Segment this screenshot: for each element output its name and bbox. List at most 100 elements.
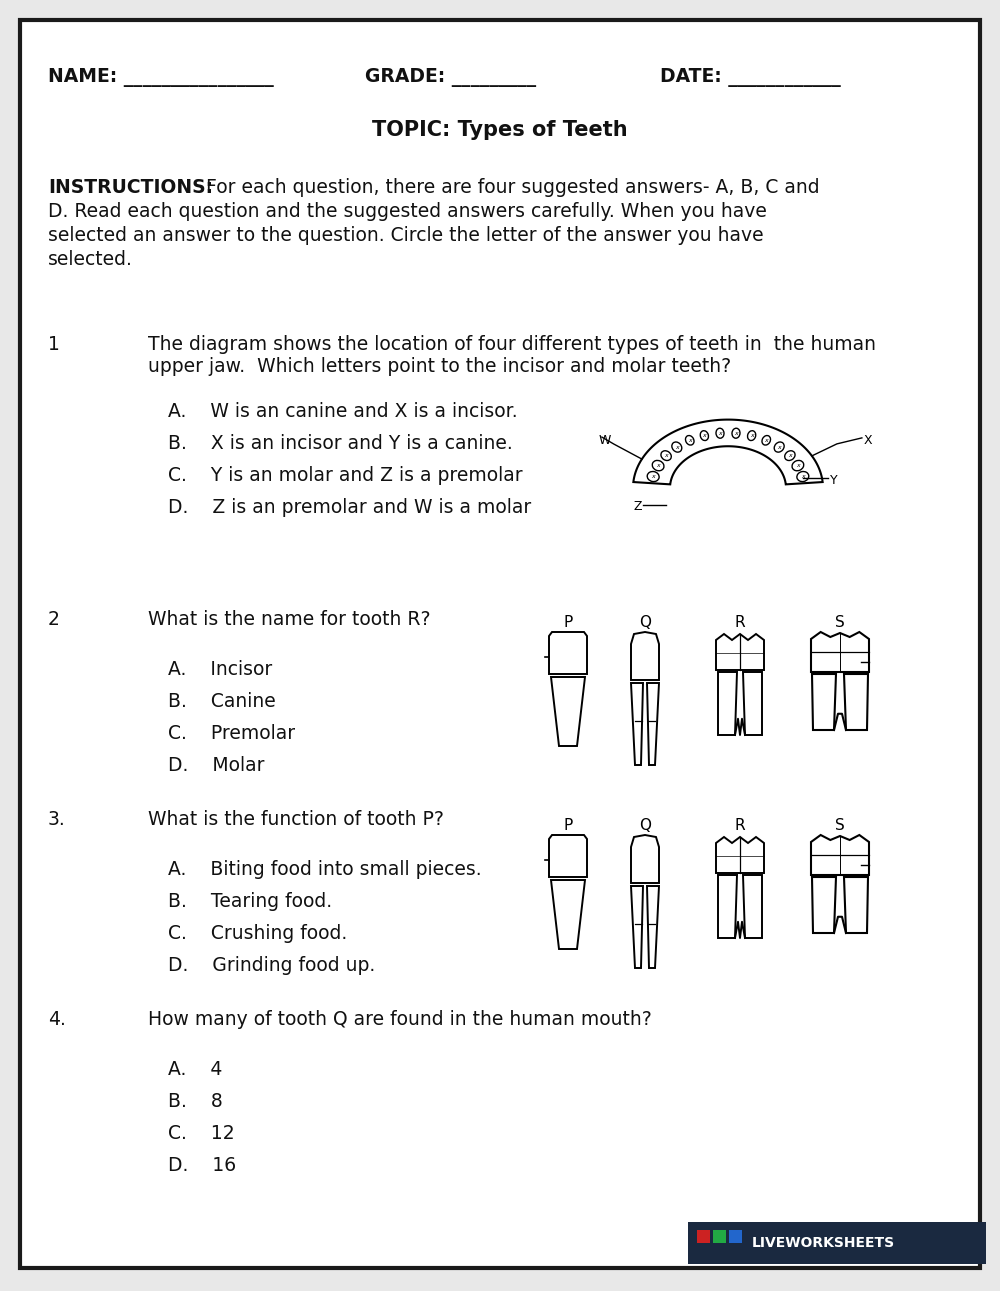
Text: Q: Q (639, 615, 651, 630)
Text: B.    Tearing food.: B. Tearing food. (168, 892, 332, 911)
Polygon shape (551, 676, 585, 746)
Polygon shape (647, 683, 659, 766)
Text: D. Read each question and the suggested answers carefully. When you have: D. Read each question and the suggested … (48, 201, 767, 221)
Text: C.    Crushing food.: C. Crushing food. (168, 924, 347, 942)
Ellipse shape (797, 471, 809, 482)
Text: The diagram shows the location of four different types of teeth in  the human
up: The diagram shows the location of four d… (148, 334, 876, 376)
Text: B.    X is an incisor and Y is a canine.: B. X is an incisor and Y is a canine. (168, 434, 513, 453)
Text: LIVEWORKSHEETS: LIVEWORKSHEETS (752, 1235, 895, 1250)
Text: DATE: ____________: DATE: ____________ (660, 68, 841, 86)
Text: A.    Incisor: A. Incisor (168, 660, 272, 679)
Polygon shape (812, 674, 836, 729)
Text: What is the name for tooth R?: What is the name for tooth R? (148, 611, 430, 629)
Text: P: P (563, 615, 573, 630)
Text: A.    W is an canine and X is a incisor.: A. W is an canine and X is a incisor. (168, 402, 518, 421)
Polygon shape (549, 835, 587, 877)
Text: x: x (675, 444, 679, 449)
Text: W: W (599, 434, 611, 447)
Text: D.    Z is an premolar and W is a molar: D. Z is an premolar and W is a molar (168, 498, 531, 516)
Polygon shape (631, 886, 643, 968)
Text: R: R (735, 615, 745, 630)
Polygon shape (631, 835, 659, 883)
Ellipse shape (732, 429, 740, 438)
Polygon shape (631, 633, 659, 680)
Text: x: x (764, 438, 768, 443)
Ellipse shape (652, 461, 664, 471)
Text: For each question, there are four suggested answers- A, B, C and: For each question, there are four sugges… (200, 178, 820, 198)
Text: x: x (801, 474, 805, 479)
Text: D.    Grinding food up.: D. Grinding food up. (168, 957, 375, 975)
Polygon shape (844, 674, 868, 729)
Text: C.    12: C. 12 (168, 1124, 235, 1143)
Text: S: S (835, 818, 845, 833)
Ellipse shape (785, 451, 795, 461)
Text: x: x (734, 431, 738, 436)
Text: What is the function of tooth P?: What is the function of tooth P? (148, 809, 444, 829)
Ellipse shape (792, 461, 804, 471)
Text: INSTRUCTIONS:: INSTRUCTIONS: (48, 178, 213, 198)
Text: C.    Y is an molar and Z is a premolar: C. Y is an molar and Z is a premolar (168, 466, 523, 485)
Text: S: S (835, 615, 845, 630)
Ellipse shape (647, 471, 659, 482)
Text: x: x (796, 463, 800, 469)
Ellipse shape (700, 431, 708, 440)
Text: B.    Canine: B. Canine (168, 692, 276, 711)
Ellipse shape (774, 442, 784, 452)
Text: 2: 2 (48, 611, 60, 629)
Text: x: x (664, 453, 668, 458)
Text: selected an answer to the question. Circle the letter of the answer you have: selected an answer to the question. Circ… (48, 226, 764, 245)
Polygon shape (716, 837, 764, 873)
Polygon shape (811, 835, 869, 875)
Ellipse shape (661, 451, 671, 461)
Bar (729, 1230, 742, 1243)
Text: D.    Molar: D. Molar (168, 757, 264, 775)
Text: A.    4: A. 4 (168, 1060, 222, 1079)
Text: Q: Q (639, 818, 651, 833)
Text: C.    Premolar: C. Premolar (168, 724, 295, 744)
Ellipse shape (672, 442, 682, 452)
Text: TOPIC: Types of Teeth: TOPIC: Types of Teeth (372, 120, 628, 139)
Ellipse shape (716, 429, 724, 438)
Polygon shape (716, 634, 764, 670)
Polygon shape (811, 633, 869, 673)
Text: X: X (864, 434, 873, 447)
Text: 3.: 3. (48, 809, 66, 829)
Text: x: x (718, 431, 722, 436)
Text: P: P (563, 818, 573, 833)
Text: x: x (651, 474, 655, 479)
Polygon shape (633, 420, 823, 484)
Polygon shape (631, 683, 643, 766)
Polygon shape (551, 880, 585, 949)
Text: x: x (656, 463, 660, 469)
Text: How many of tooth Q are found in the human mouth?: How many of tooth Q are found in the hum… (148, 1010, 652, 1029)
Text: x: x (688, 438, 692, 443)
Polygon shape (718, 673, 737, 735)
Text: Y: Y (830, 474, 837, 487)
Text: Z: Z (633, 501, 642, 514)
Ellipse shape (748, 431, 756, 440)
Ellipse shape (685, 435, 694, 445)
Text: A.    Biting food into small pieces.: A. Biting food into small pieces. (168, 860, 482, 879)
Text: selected.: selected. (48, 250, 133, 269)
Bar (697, 1230, 710, 1243)
Polygon shape (549, 633, 587, 674)
Text: D.    16: D. 16 (168, 1155, 236, 1175)
Text: x: x (788, 453, 792, 458)
Text: R: R (735, 818, 745, 833)
Text: x: x (702, 432, 706, 438)
Polygon shape (718, 875, 737, 939)
Polygon shape (812, 877, 836, 933)
Polygon shape (647, 886, 659, 968)
Polygon shape (743, 673, 762, 735)
Bar (713, 1230, 726, 1243)
Ellipse shape (762, 435, 771, 445)
Text: GRADE: _________: GRADE: _________ (365, 68, 536, 86)
Bar (688, 1223, 986, 1264)
Polygon shape (844, 877, 868, 933)
Polygon shape (743, 875, 762, 939)
Text: B.    8: B. 8 (168, 1092, 223, 1112)
Text: x: x (777, 444, 781, 449)
Text: NAME: ________________: NAME: ________________ (48, 68, 274, 86)
Text: 1: 1 (48, 334, 60, 354)
Text: 4.: 4. (48, 1010, 66, 1029)
